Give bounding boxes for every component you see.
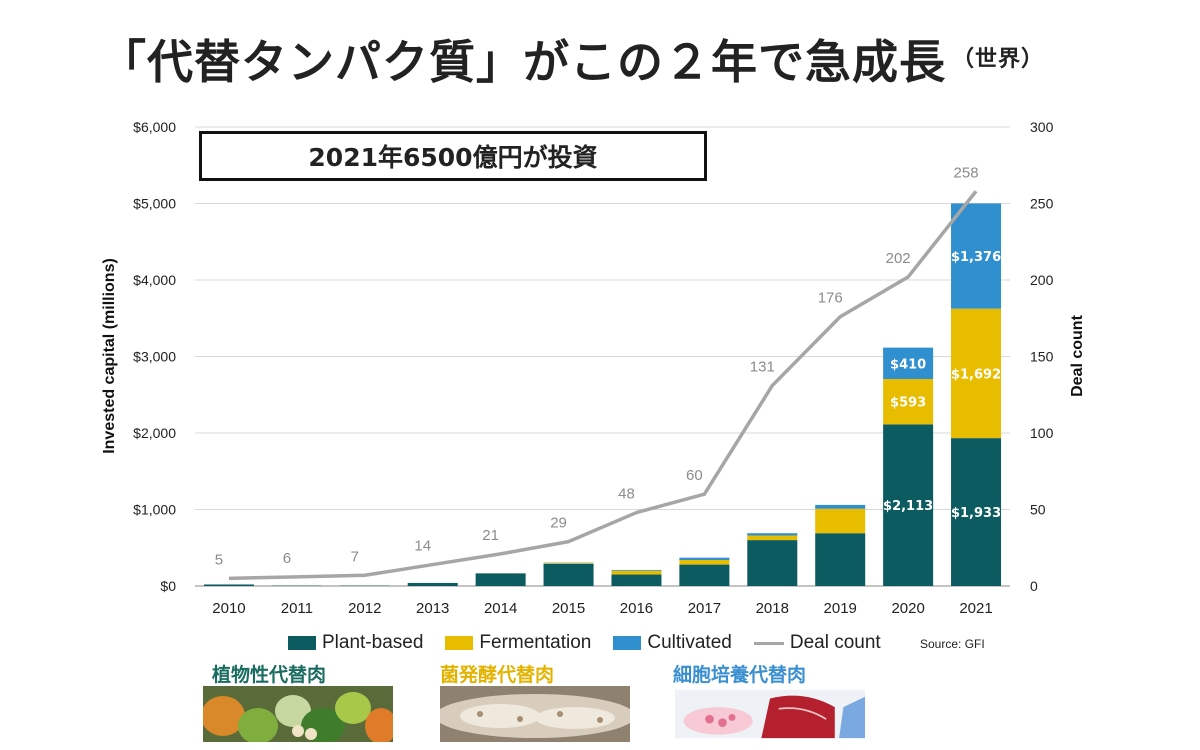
y-tick-label: $0 — [160, 578, 176, 594]
legend-label-cultivated: Cultivated — [647, 632, 732, 653]
deal-count-label: 5 — [215, 551, 223, 568]
deal-count-label: 29 — [550, 515, 567, 532]
bar-cultivated-2020 — [883, 347, 934, 379]
x-tick-label: 2018 — [756, 600, 789, 617]
legend-deal-count: Deal count — [753, 632, 881, 654]
bar-plant-based-2013 — [407, 582, 458, 586]
y2-tick-label: 0 — [1030, 578, 1038, 594]
bar-fermentation-2020 — [883, 378, 934, 425]
plant-based-food-photo — [203, 686, 393, 742]
bar-plant-based-2010 — [203, 584, 254, 586]
y-axis-title: Invested capital (millions) — [101, 258, 118, 454]
bar-fermentation-2015 — [543, 563, 594, 564]
cultivated-meat-photo — [675, 689, 865, 739]
x-tick-label: 2014 — [484, 600, 517, 617]
page-title: 「代替タンパク質」がこの２年で急成長 （世界） — [100, 26, 1044, 92]
category-label-fermentation: 菌発酵代替肉 — [440, 664, 555, 686]
y2-tick-label: 50 — [1030, 502, 1046, 518]
bar-cultivated-2017 — [679, 557, 730, 560]
investment-callout: 2021年6500億円が投資 — [199, 131, 707, 181]
bar-plant-based-2014 — [475, 573, 526, 586]
deal-count-label: 6 — [283, 550, 291, 567]
legend-label-fermentation: Fermentation — [479, 632, 592, 653]
x-tick-label: 2019 — [824, 600, 857, 617]
y2-axis-title: Deal count — [1069, 314, 1086, 396]
bar-data-label: $410 — [890, 357, 926, 372]
y2-tick-label: 300 — [1030, 119, 1054, 135]
y2-tick-label: 200 — [1030, 272, 1054, 288]
deal-count-line — [228, 190, 978, 581]
y-tick-label: $1,000 — [133, 502, 176, 518]
y-tick-label: $6,000 — [133, 119, 176, 135]
legend-fermentation: Fermentation — [445, 632, 591, 654]
y-tick-label: $5,000 — [133, 196, 176, 212]
bar-plant-based-2016 — [611, 574, 662, 586]
bar-plant-based-2019 — [815, 533, 866, 586]
legend-swatch-cultivated — [613, 636, 642, 650]
bar-data-label: $1,933 — [951, 506, 1001, 521]
x-tick-label: 2011 — [281, 600, 313, 617]
deal-count-label: 202 — [886, 250, 911, 267]
bar-plant-based-2018 — [747, 540, 798, 586]
deal-count-label: 176 — [818, 290, 843, 307]
deal-count-label: 21 — [482, 527, 499, 544]
deal-count-label: 131 — [750, 359, 775, 376]
legend-swatch-deal-count — [753, 641, 784, 645]
x-tick-label: 2012 — [348, 600, 381, 617]
x-tick-label: 2017 — [688, 600, 721, 617]
deal-count-label: 48 — [618, 486, 635, 503]
x-tick-label: 2010 — [212, 600, 245, 617]
bar-cultivated-2018 — [747, 533, 798, 536]
title-suffix: （世界） — [952, 47, 1045, 72]
y-tick-label: $3,000 — [133, 349, 176, 365]
legend-cultivated: Cultivated — [613, 632, 732, 654]
bar-fermentation-2018 — [747, 535, 798, 541]
title-main: 「代替タンパク質」がこの２年で急成長 — [100, 35, 946, 89]
category-label-cultivated: 細胞培養代替肉 — [673, 664, 807, 686]
x-tick-label: 2016 — [620, 600, 653, 617]
deal-count-label: 7 — [351, 548, 359, 565]
y2-tick-label: 250 — [1030, 196, 1054, 212]
source-note: Source: GFI — [920, 637, 985, 651]
fermentation-food-photo — [440, 686, 630, 742]
bar-data-label: $1,376 — [951, 250, 1001, 265]
y2-tick-label: 100 — [1030, 425, 1054, 441]
bar-cultivated-2016 — [611, 569, 662, 571]
bar-fermentation-2019 — [815, 508, 866, 534]
bar-plant-based-2020 — [883, 424, 934, 586]
category-label-plant: 植物性代替肉 — [212, 664, 327, 686]
deal-count-label: 60 — [686, 467, 703, 484]
bar-plant-based-2015 — [543, 563, 594, 586]
legend-plant-based: Plant-based — [288, 632, 423, 654]
legend-swatch-plant-based — [288, 636, 316, 650]
y-tick-label: $4,000 — [133, 272, 176, 288]
legend-swatch-fermentation — [445, 636, 474, 650]
bar-data-label: $2,113 — [883, 499, 933, 514]
x-tick-label: 2015 — [552, 600, 585, 617]
legend-label-deal-count: Deal count — [789, 632, 881, 653]
legend-label-plant-based: Plant-based — [322, 632, 424, 653]
bar-plant-based-2021 — [951, 438, 1002, 586]
bar-plant-based-2017 — [679, 564, 730, 586]
deal-count-label: 258 — [954, 164, 979, 181]
bar-fermentation-2016 — [611, 570, 662, 575]
x-tick-label: 2020 — [891, 600, 924, 617]
bar-fermentation-2021 — [951, 308, 1002, 439]
y-tick-label: $2,000 — [133, 425, 176, 441]
bar-cultivated-2021 — [951, 203, 1002, 309]
bar-fermentation-2017 — [679, 559, 730, 565]
chart-legend: Plant-based Fermentation Cultivated Deal… — [288, 632, 903, 654]
bar-data-label: $593 — [890, 396, 926, 411]
x-tick-label: 2013 — [416, 600, 449, 617]
x-tick-label: 2021 — [959, 600, 992, 617]
bar-cultivated-2019 — [815, 504, 866, 509]
deal-count-label: 14 — [414, 538, 431, 555]
bar-data-label: $1,692 — [951, 367, 1001, 382]
y2-tick-label: 150 — [1030, 349, 1054, 365]
